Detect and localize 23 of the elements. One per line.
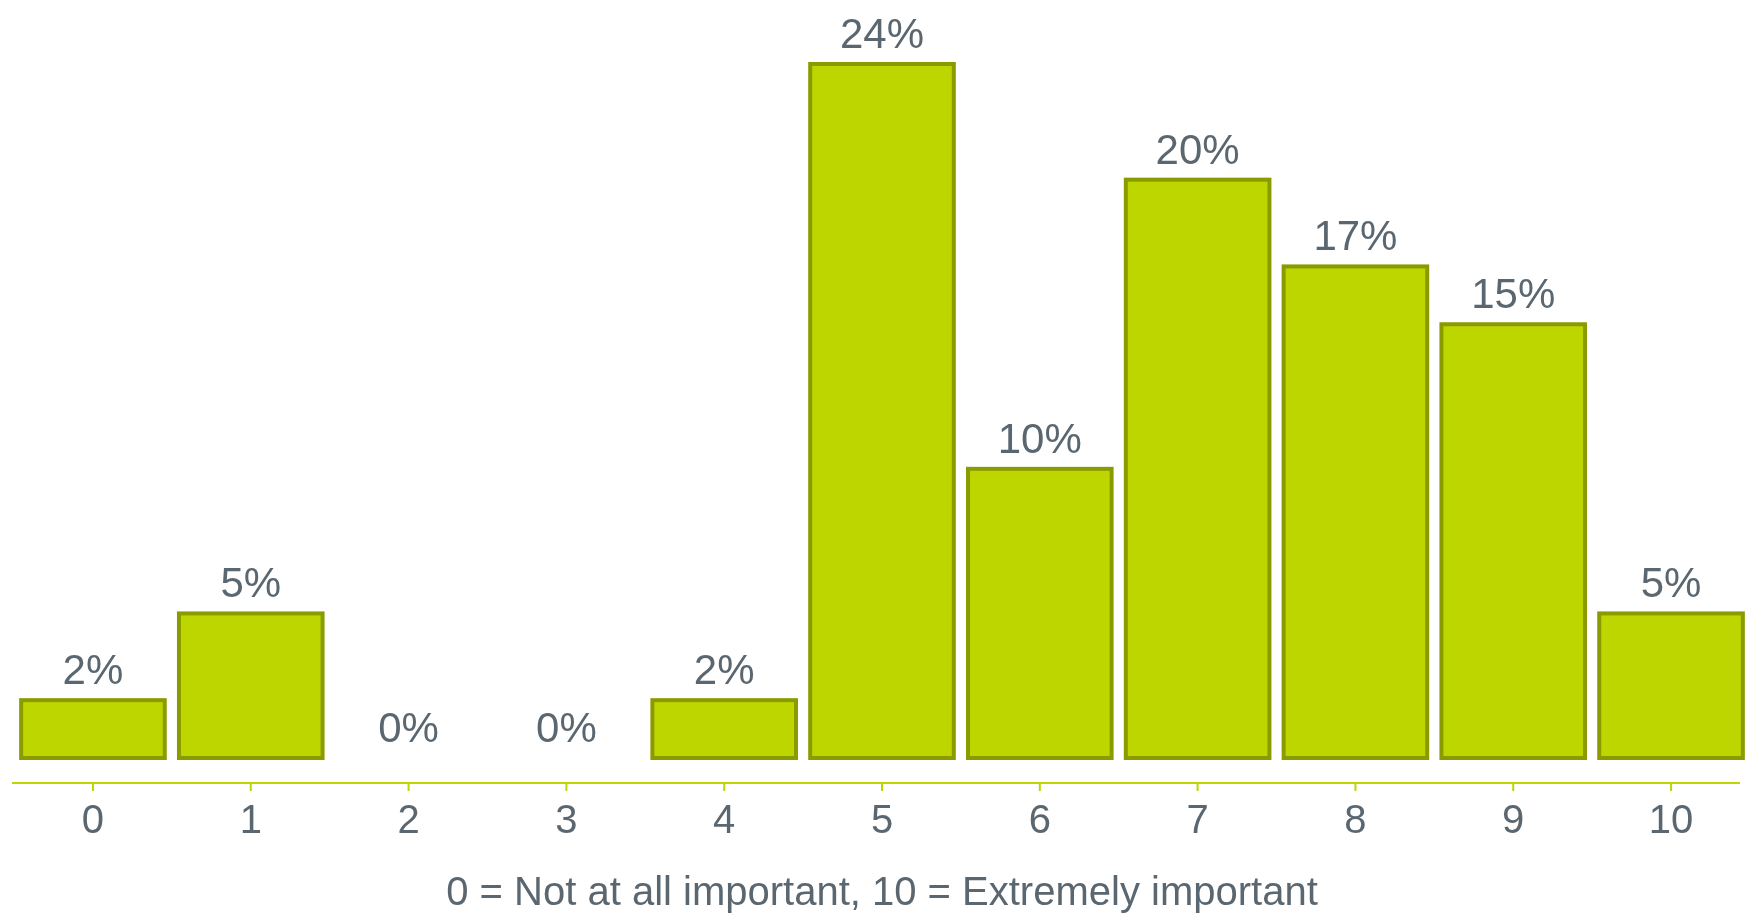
x-tick-label: 4	[713, 797, 736, 841]
data-label: 5%	[220, 559, 282, 607]
x-tick-label: 0	[81, 797, 105, 841]
data-label: 17%	[1313, 212, 1398, 260]
data-label: 15%	[1471, 270, 1556, 318]
data-label: 24%	[839, 10, 925, 57]
x-tick-label: 5	[870, 797, 894, 841]
x-tick-label: 2	[397, 797, 420, 841]
x-tick-label: 8	[1344, 797, 1367, 841]
x-tick-label: 1	[239, 797, 262, 841]
data-label: 2%	[693, 646, 755, 694]
x-tick-label: 9	[1502, 797, 1525, 841]
data-label: 0%	[536, 704, 597, 751]
x-tick-label: 7	[1186, 797, 1209, 841]
x-tick-label: 6	[1028, 797, 1051, 841]
data-label: 10%	[997, 414, 1082, 462]
data-label: 2%	[62, 646, 124, 694]
x-tick-label: 3	[555, 797, 578, 841]
data-label: 20%	[1155, 125, 1240, 173]
data-label: 0%	[378, 704, 439, 751]
data-label: 5%	[1640, 559, 1702, 607]
x-axis-title: 0 = Not at all important, 10 = Extremely important	[446, 869, 1318, 913]
x-tick-label: 10	[1648, 797, 1694, 841]
